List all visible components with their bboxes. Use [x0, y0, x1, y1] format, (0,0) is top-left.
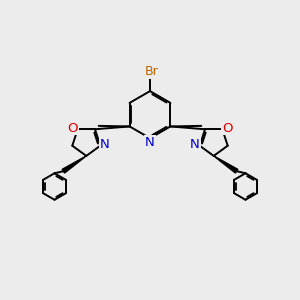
Text: N: N [145, 136, 155, 149]
Text: O: O [68, 122, 78, 135]
Text: N: N [100, 138, 110, 151]
Text: N: N [190, 138, 200, 151]
Polygon shape [62, 156, 86, 173]
Text: Br: Br [145, 65, 158, 79]
Text: O: O [222, 122, 232, 135]
Polygon shape [214, 156, 238, 173]
